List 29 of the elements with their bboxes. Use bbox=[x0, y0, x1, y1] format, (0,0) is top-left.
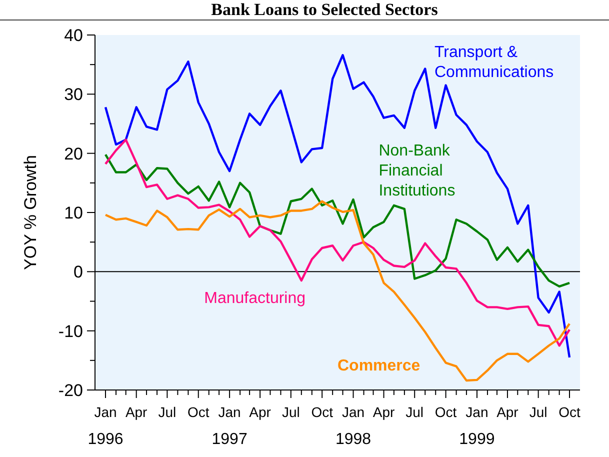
series-label: Commerce bbox=[338, 357, 420, 374]
x-tick-label: Jan 1997 bbox=[212, 404, 248, 448]
x-tick-label: Apr bbox=[496, 404, 519, 420]
x-tick-label: Jan 1999 bbox=[459, 404, 495, 448]
series-label: Non-Bank Financial Institutions bbox=[378, 142, 456, 200]
x-tick-label: Jul bbox=[282, 404, 300, 420]
x-tick-label: Jul bbox=[529, 404, 548, 420]
series-label: Transport & Communications bbox=[434, 44, 554, 82]
x-tick-label: Jul bbox=[406, 404, 424, 420]
x-tick-label: Jan 1998 bbox=[335, 404, 372, 448]
x-tick-label: Jan 1996 bbox=[88, 404, 124, 448]
y-tick-label: 40 bbox=[64, 26, 83, 45]
y-tick-label: 0 bbox=[74, 262, 83, 282]
y-axis-title: YOY % Growth bbox=[21, 155, 40, 270]
x-tick-label: Oct bbox=[558, 404, 580, 420]
x-tick-label: Apr bbox=[249, 404, 272, 420]
x-tick-label: Apr bbox=[372, 404, 395, 420]
x-tick-label: Oct bbox=[434, 404, 457, 420]
y-tick-label: -10 bbox=[58, 322, 83, 341]
x-tick-label: Apr bbox=[125, 404, 148, 420]
chart-title: Bank Loans to Selected Sectors bbox=[211, 0, 438, 19]
x-tick-label: Jul bbox=[158, 404, 176, 420]
y-tick-label: -20 bbox=[58, 380, 83, 400]
y-tick-label: 10 bbox=[64, 203, 83, 222]
y-tick-label: 30 bbox=[64, 85, 83, 104]
series-label: Manufacturing bbox=[204, 290, 306, 308]
x-tick-label: Oct bbox=[311, 404, 334, 420]
y-tick-label: 20 bbox=[64, 144, 83, 164]
x-tick-label: Oct bbox=[187, 404, 210, 420]
